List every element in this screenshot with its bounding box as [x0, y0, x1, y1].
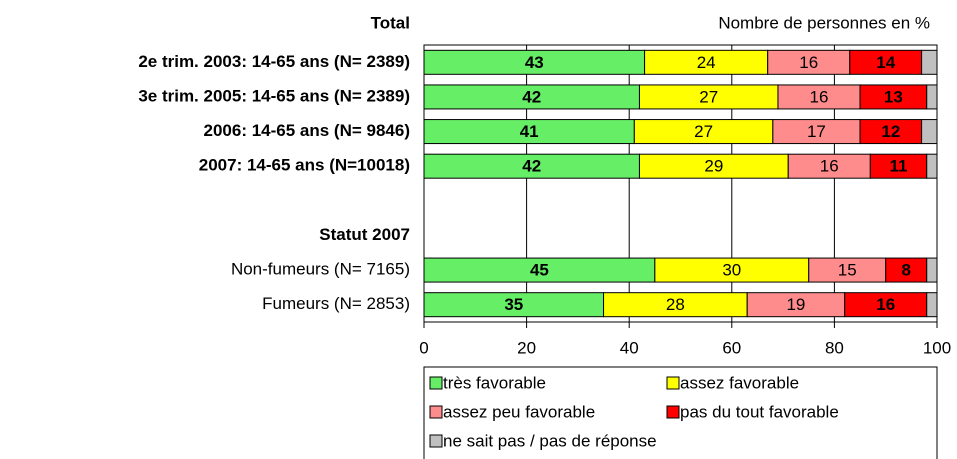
- category-label: Fumeurs (N= 2853): [262, 294, 410, 313]
- value-label: 16: [820, 157, 839, 176]
- value-label: 17: [807, 122, 826, 141]
- bar-segment: [885, 257, 928, 283]
- category-label: 2e trim. 2003: 14-65 ans (N= 2389): [138, 52, 410, 71]
- legend-swatch: [429, 405, 443, 419]
- bar-segment: [869, 153, 928, 179]
- bar-segment: [926, 292, 938, 318]
- legend-label: assez favorable: [680, 373, 799, 392]
- x-tick-label: 0: [419, 338, 428, 357]
- bar-segment: [921, 49, 938, 75]
- bar-segment: [859, 119, 923, 145]
- value-label: 14: [876, 53, 895, 72]
- bar-segment: [926, 84, 938, 110]
- value-label: 30: [722, 261, 741, 280]
- bar-segment: [808, 257, 887, 283]
- bar-segment: [767, 49, 851, 75]
- subtitle: Nombre de personnes en %: [718, 13, 930, 32]
- legend-label: pas du tout favorable: [680, 402, 839, 421]
- value-label: 42: [522, 87, 541, 106]
- bar-segment: [926, 153, 938, 179]
- bar-segment: [644, 49, 769, 75]
- value-label: 45: [530, 261, 549, 280]
- value-label: 12: [881, 122, 900, 141]
- legend-swatch: [666, 405, 680, 419]
- bar-segment: [787, 153, 871, 179]
- value-label: 19: [786, 295, 805, 314]
- value-label: 41: [520, 122, 539, 141]
- legend: très favorable assez favorable assez peu f…: [423, 366, 938, 459]
- bar-segment: [423, 153, 640, 179]
- bar-segment: [423, 119, 635, 145]
- group-header: Total: [371, 13, 410, 32]
- bar-segment: [423, 292, 605, 318]
- x-tick-label: 60: [722, 338, 741, 357]
- category-label: Non-fumeurs (N= 7165): [231, 260, 410, 279]
- category-label: 2007: 14-65 ans (N=10018): [199, 156, 410, 175]
- legend-swatch: [429, 434, 443, 448]
- value-label: 16: [799, 53, 818, 72]
- x-tick-label: 80: [825, 338, 844, 357]
- category-label: 2006: 14-65 ans (N= 9846): [204, 121, 411, 140]
- value-label: 43: [525, 53, 544, 72]
- value-label: 42: [522, 157, 541, 176]
- category-label: 3e trim. 2005: 14-65 ans (N= 2389): [138, 86, 410, 105]
- bar-segment: [423, 257, 656, 283]
- value-label: 27: [694, 122, 713, 141]
- value-label: 16: [876, 295, 895, 314]
- legend-swatch: [666, 376, 680, 390]
- value-label: 8: [901, 261, 910, 280]
- bar-segment: [926, 257, 938, 283]
- x-tick-label: 40: [620, 338, 639, 357]
- bar-segment: [423, 49, 646, 75]
- value-label: 13: [884, 87, 903, 106]
- value-label: 35: [504, 295, 523, 314]
- bar-segment: [638, 84, 779, 110]
- bar-segment: [423, 84, 640, 110]
- value-label: 28: [666, 295, 685, 314]
- value-label: 24: [697, 53, 716, 72]
- legend-box: [423, 366, 938, 459]
- legend-label: ne sait pas / pas de réponse: [443, 431, 657, 450]
- bar-segment: [921, 119, 938, 145]
- legend-label: très favorable: [443, 373, 546, 392]
- bar-segment: [638, 153, 789, 179]
- value-label: 11: [890, 157, 908, 176]
- value-label: 29: [704, 157, 723, 176]
- x-tick-label: 20: [517, 338, 536, 357]
- value-label: 27: [699, 87, 718, 106]
- bar-segment: [633, 119, 774, 145]
- legend-label: assez peu favorable: [443, 402, 595, 421]
- bar-segment: [746, 292, 846, 318]
- bar-segment: [859, 84, 928, 110]
- x-tick-label: 100: [923, 338, 951, 357]
- legend-swatch: [429, 376, 443, 390]
- bar-segment: [849, 49, 923, 75]
- value-label: 16: [810, 87, 829, 106]
- value-label: 15: [838, 261, 857, 280]
- category-label: Statut 2007: [319, 225, 410, 244]
